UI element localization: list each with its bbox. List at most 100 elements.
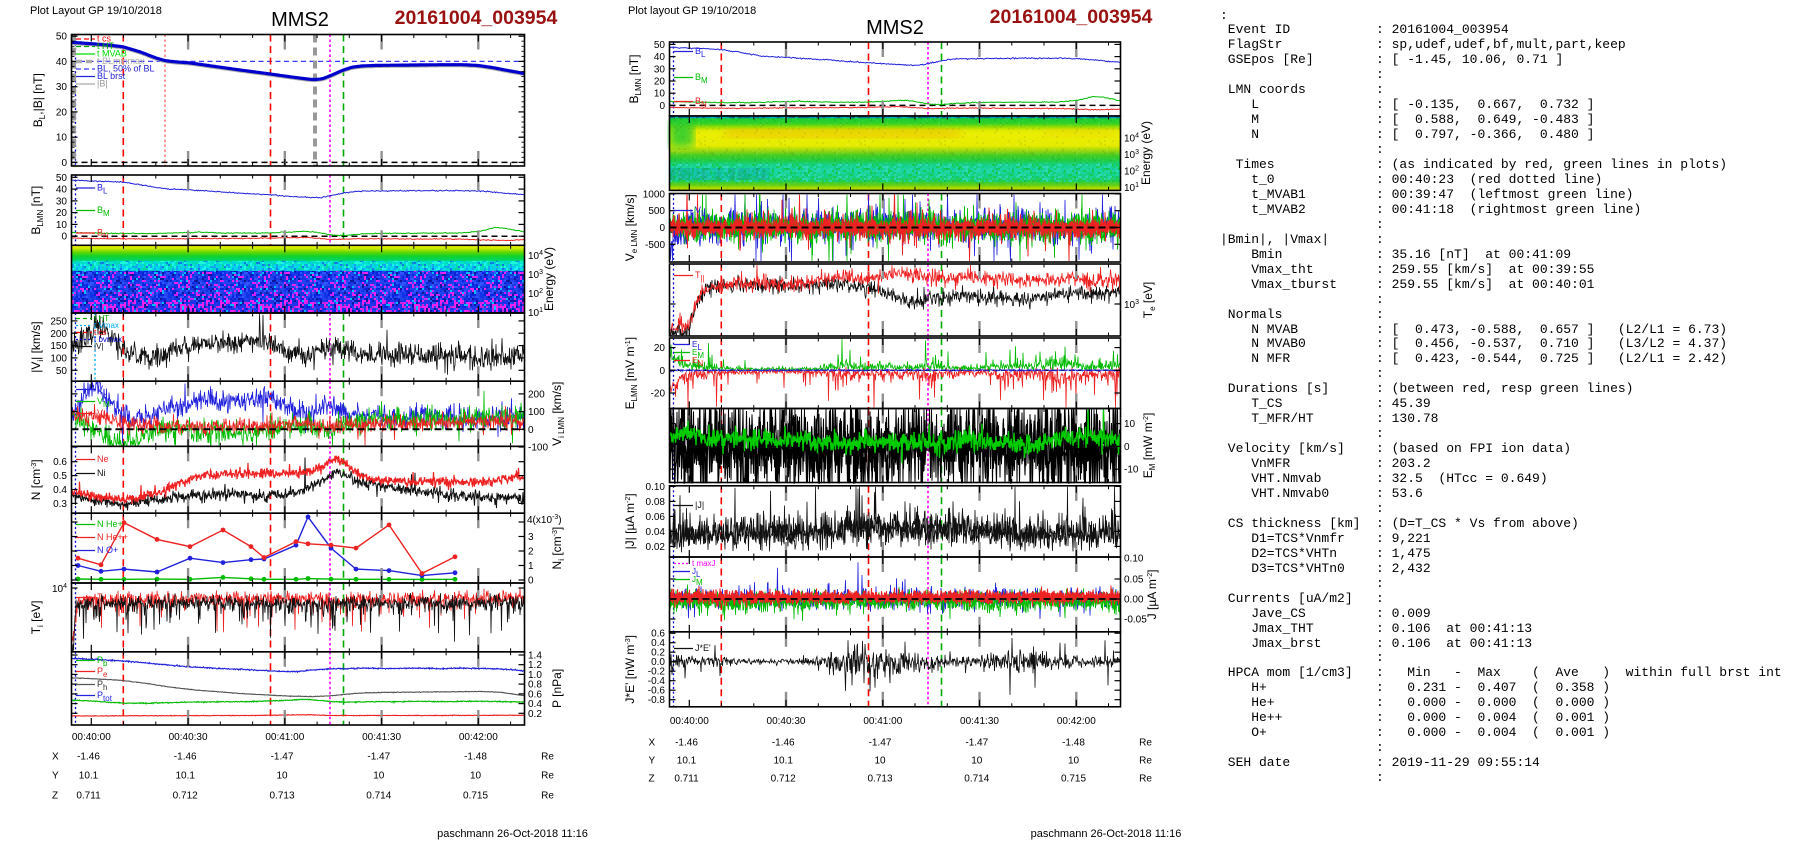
svg-text:VM: VM: [97, 396, 110, 409]
svg-text:10: 10: [56, 133, 68, 144]
svg-text:JL: JL: [692, 567, 701, 579]
svg-text:150: 150: [50, 341, 67, 352]
svg-text:50: 50: [56, 173, 68, 184]
svg-text:0.5: 0.5: [53, 471, 67, 482]
svg-text:-10: -10: [1124, 465, 1139, 476]
svg-text:-1.48: -1.48: [464, 752, 487, 763]
svg-text:0.4: 0.4: [53, 485, 67, 496]
svg-text:10: 10: [470, 771, 482, 782]
svg-text:P [nPa]: P [nPa]: [550, 669, 564, 708]
svg-text:BM: BM: [97, 205, 110, 218]
svg-text:BL: BL: [97, 183, 108, 196]
svg-text:Ni [cm-3]: Ni [cm-3]: [550, 527, 566, 570]
svg-text:J [µA m-2]: J [µA m-2]: [1145, 569, 1159, 619]
svg-text:Ph: Ph: [97, 679, 107, 692]
svg-text:-0.6: -0.6: [648, 686, 666, 697]
svg-text:J*E': J*E': [695, 643, 711, 653]
svg-text:t cs: t cs: [97, 34, 112, 44]
svg-text:t maxJ: t maxJ: [692, 559, 716, 568]
svg-text:-100: -100: [528, 443, 548, 454]
svg-text:Plot Layout GP 19/10/2018: Plot Layout GP 19/10/2018: [30, 5, 162, 17]
svg-text:10.1: 10.1: [677, 756, 697, 767]
svg-text:0.10: 0.10: [1124, 554, 1144, 565]
svg-text:Re: Re: [541, 791, 554, 802]
svg-text:104: 104: [52, 583, 67, 595]
svg-text:10: 10: [654, 89, 666, 100]
svg-text:50: 50: [654, 40, 666, 51]
svg-text:0.6: 0.6: [53, 457, 67, 468]
svg-text:0: 0: [528, 425, 534, 436]
svg-text:200: 200: [50, 329, 67, 340]
svg-text:t BLminmax: t BLminmax: [97, 56, 145, 66]
svg-text:0: 0: [659, 366, 665, 377]
svg-text:BL: BL: [695, 46, 706, 59]
svg-text:Energy (eV): Energy (eV): [542, 247, 556, 311]
svg-text:BL brst: BL brst: [97, 71, 126, 81]
svg-text:10: 10: [1068, 756, 1080, 767]
svg-text:0.08: 0.08: [646, 497, 666, 508]
svg-text:0.6: 0.6: [651, 629, 665, 640]
svg-text:0.4: 0.4: [528, 699, 542, 710]
svg-text:0.04: 0.04: [646, 527, 666, 538]
svg-text:BL,|B| [nT]: BL,|B| [nT]: [31, 73, 47, 127]
svg-text:10: 10: [971, 756, 983, 767]
svg-text:200: 200: [528, 389, 545, 400]
svg-text:T||: T||: [97, 592, 107, 605]
svg-text:Pb: Pb: [97, 655, 108, 668]
svg-text:1000: 1000: [643, 189, 666, 200]
svg-text:-0.8: -0.8: [648, 695, 666, 706]
svg-text:Ti [eV]: Ti [eV]: [29, 600, 45, 634]
svg-text:0.715: 0.715: [463, 791, 488, 802]
svg-text:-500: -500: [645, 240, 665, 251]
svg-text:Energy (eV): Energy (eV): [1139, 121, 1153, 185]
svg-text:EN: EN: [692, 356, 703, 368]
svg-text:0.711: 0.711: [674, 774, 699, 785]
svg-text:T||: T||: [695, 270, 705, 283]
svg-text:EM [mW m-2]: EM [mW m-2]: [1141, 413, 1157, 479]
svg-text:Z: Z: [52, 791, 58, 802]
svg-text:BLMN [nT]: BLMN [nT]: [627, 55, 643, 104]
svg-text:BLMN [nT]: BLMN [nT]: [29, 186, 45, 235]
svg-text:t Vmax: t Vmax: [94, 321, 119, 330]
svg-text:-0.2: -0.2: [648, 667, 666, 678]
svg-text:0.2: 0.2: [651, 648, 665, 659]
svg-text:EL: EL: [692, 340, 702, 352]
svg-text:VL: VL: [97, 384, 108, 397]
svg-text:Re: Re: [1139, 774, 1152, 785]
svg-text:40: 40: [56, 185, 68, 196]
svg-text:0.713: 0.713: [867, 774, 892, 785]
svg-text:|V|: |V|: [94, 342, 104, 351]
svg-text:00:40:30: 00:40:30: [169, 732, 208, 743]
svg-text:X: X: [649, 738, 656, 749]
svg-text:0: 0: [659, 223, 665, 234]
svg-text:50: 50: [56, 32, 68, 43]
svg-text:10: 10: [874, 756, 886, 767]
svg-text:Pe: Pe: [97, 666, 108, 679]
svg-text:t HT: t HT: [97, 41, 115, 51]
svg-text:103: 103: [1124, 299, 1139, 311]
svg-text:-0.05: -0.05: [1124, 615, 1147, 626]
svg-text:103: 103: [528, 269, 543, 281]
svg-text:0.712: 0.712: [771, 774, 796, 785]
svg-text:20161004_003954: 20161004_003954: [990, 6, 1153, 28]
svg-text:104: 104: [528, 250, 543, 262]
svg-text:Ni: Ni: [97, 468, 106, 478]
svg-text:0.715: 0.715: [1061, 774, 1086, 785]
svg-text:MMS2: MMS2: [866, 17, 924, 39]
svg-text:-1.46: -1.46: [77, 752, 100, 763]
svg-text:10: 10: [1124, 419, 1136, 430]
svg-text:0.10: 0.10: [646, 482, 666, 493]
svg-text:N He++: N He++: [97, 532, 128, 542]
svg-text:VN: VN: [97, 408, 109, 421]
svg-text:100: 100: [528, 407, 545, 418]
svg-text:Re: Re: [541, 752, 554, 763]
svg-text:0.714: 0.714: [964, 774, 989, 785]
svg-text:|J|: |J|: [695, 500, 704, 510]
svg-text:0.4: 0.4: [651, 638, 665, 649]
svg-text:0: 0: [61, 158, 67, 169]
svg-text:t cs: t cs: [94, 328, 106, 337]
svg-text:0.3: 0.3: [53, 499, 67, 510]
svg-text:|J| [µA m-2]: |J| [µA m-2]: [623, 493, 637, 549]
svg-text:50: 50: [56, 366, 68, 377]
svg-text:0.02: 0.02: [646, 542, 666, 553]
